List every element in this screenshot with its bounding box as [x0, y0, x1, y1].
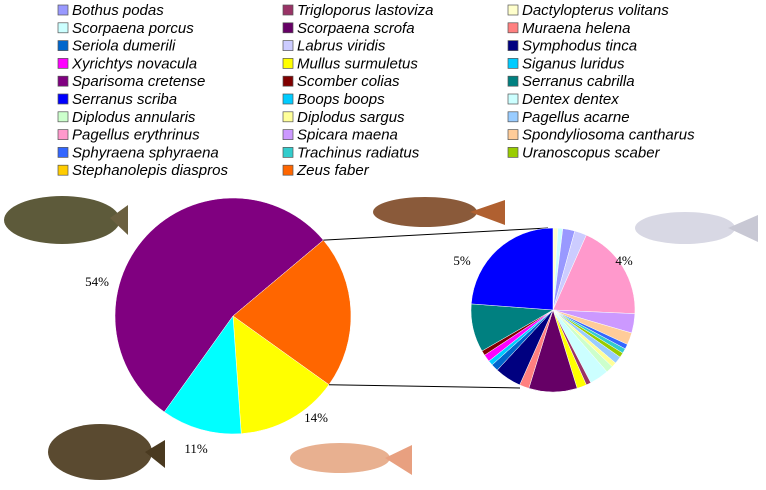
legend-swatch [57, 58, 69, 69]
legend-swatch [57, 164, 69, 176]
legend-swatch [507, 111, 519, 123]
data-label: 54% [85, 274, 109, 289]
legend-label: Uranoscopus scaber [522, 144, 661, 161]
fish-image [385, 445, 412, 475]
legend-swatch [57, 75, 69, 87]
legend-swatch [57, 111, 69, 123]
legend-swatch [282, 93, 294, 105]
legend-label: Pagellus erythrinus [72, 127, 200, 144]
pie-slice [232, 315, 330, 434]
pie-slice [470, 227, 554, 311]
pie-slice [163, 315, 242, 435]
legend-swatch [507, 22, 519, 34]
legend-label: Sparisoma cretense [72, 73, 205, 90]
fish-images [4, 196, 758, 480]
pie-slice [114, 197, 324, 413]
legend-label: Scorpaena scrofa [297, 20, 415, 37]
fish-image [145, 440, 165, 468]
data-label: 14% [304, 410, 328, 425]
legend-label: Serranus scriba [72, 91, 177, 108]
fish-image [470, 200, 505, 225]
legend-label: Diplodus sargus [297, 109, 405, 126]
legend-swatch [282, 4, 294, 16]
fish-image [635, 212, 735, 244]
legend-swatch [282, 40, 294, 51]
legend-label: Trigloporus lastoviza [297, 2, 433, 19]
fish-image [48, 424, 152, 480]
legend-label: Dentex dentex [522, 91, 619, 108]
legend-label: Scomber colias [297, 73, 400, 90]
legend-label: Mullus surmuletus [297, 55, 418, 72]
fish-image [110, 205, 128, 235]
legend-label: Muraena helena [522, 20, 630, 37]
legend-label: Sphyraena sphyraena [72, 144, 219, 161]
legend-swatch [507, 93, 519, 105]
legend-label: Zeus faber [296, 162, 370, 179]
data-label: 4% [615, 253, 633, 268]
legend-swatch [507, 129, 519, 140]
legend-swatch [507, 4, 519, 16]
legend-label: Trachinus radiatus [297, 144, 420, 161]
legend-swatch [57, 93, 69, 105]
legend-swatch [507, 40, 519, 51]
legend-swatch [57, 129, 69, 140]
legend-swatch [282, 58, 294, 69]
legend-swatch [57, 147, 69, 158]
legend-swatch [57, 40, 69, 51]
fish-image [728, 215, 758, 242]
legend-label: Boops boops [297, 91, 385, 108]
legend-label: Symphodus tinca [522, 38, 637, 55]
data-label: 5% [453, 253, 471, 268]
legend-label: Labrus viridis [297, 38, 386, 55]
legend-label: Spondyliosoma cantharus [522, 127, 695, 144]
legend-label: Pagellus acarne [522, 109, 630, 126]
legend-label: Stephanolepis diaspros [72, 162, 228, 179]
legend-swatch [282, 75, 294, 87]
data-label: 11% [184, 441, 208, 456]
fish-image [290, 443, 390, 473]
legend-swatch [282, 22, 294, 34]
legend-swatch [57, 4, 69, 16]
legend-swatch [57, 22, 69, 34]
legend-swatch [282, 147, 294, 158]
legend-label: Bothus podas [72, 2, 164, 19]
legend-label: Serranus cabrilla [522, 73, 635, 90]
legend-label: Spicara maena [297, 127, 398, 144]
pie-slice [552, 234, 636, 314]
legend-swatch [282, 164, 294, 176]
legend-label: Seriola dumerili [72, 38, 176, 55]
fish-image [373, 197, 477, 227]
connector-line [323, 227, 549, 241]
pie-slice [232, 239, 352, 386]
fish-image [4, 196, 120, 244]
legend-swatch [507, 58, 519, 69]
legend-label: Siganus luridus [522, 55, 625, 72]
legend-label: Scorpaena porcus [72, 20, 194, 37]
legend-label: Dactylopterus volitans [522, 2, 669, 19]
legend-swatch [282, 111, 294, 123]
legend-label: Xyrichtys novacula [71, 55, 197, 72]
legend-swatch [507, 75, 519, 87]
legend-swatch [507, 147, 519, 158]
connector-line [328, 384, 521, 389]
legend-swatch [282, 129, 294, 140]
legend-label: Diplodus annularis [72, 109, 196, 126]
